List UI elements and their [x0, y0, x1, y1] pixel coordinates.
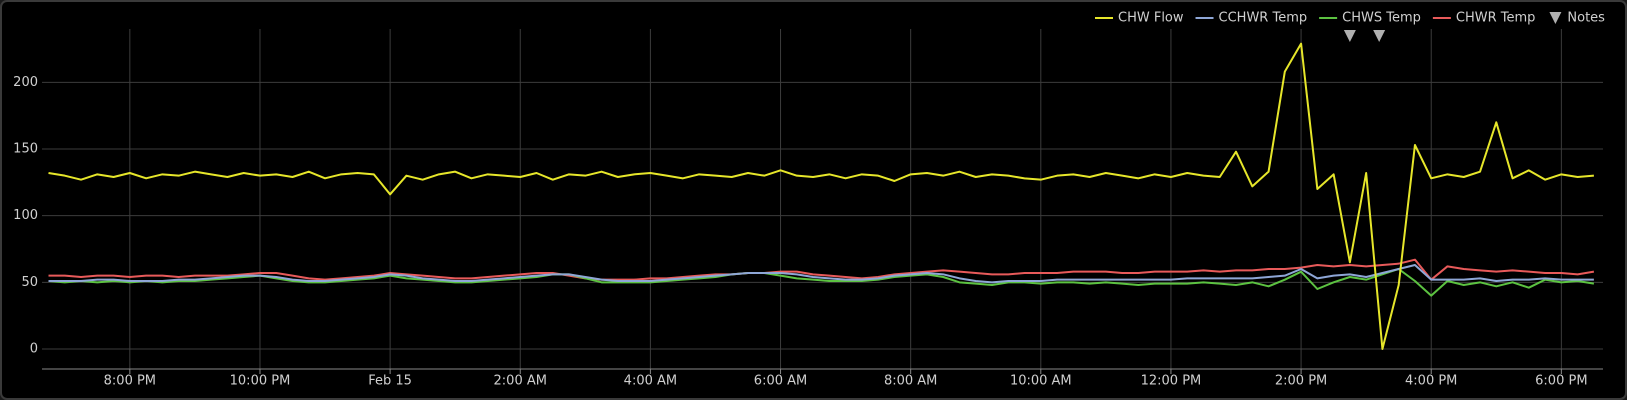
y-tick-label: 150 — [13, 142, 38, 157]
series-line — [48, 258, 1595, 281]
x-tick-label: 8:00 PM — [104, 374, 156, 389]
x-tick-label: Feb 15 — [368, 374, 412, 389]
x-tick-label: 8:00 AM — [884, 374, 937, 389]
x-tick-label: 10:00 AM — [1010, 374, 1072, 389]
x-tick-label: 6:00 AM — [754, 374, 807, 389]
legend-label: CHWR Temp — [1456, 11, 1536, 26]
legend-label: CHW Flow — [1118, 11, 1184, 26]
legend-swatch — [1549, 12, 1562, 24]
note-marker — [1343, 30, 1356, 42]
x-tick-label: 10:00 PM — [230, 374, 291, 389]
series-line — [48, 268, 1595, 297]
note-marker — [1373, 30, 1386, 42]
x-tick-label: 4:00 PM — [1405, 374, 1457, 389]
x-tick-label: 12:00 PM — [1141, 374, 1202, 389]
x-tick-label: 2:00 PM — [1275, 374, 1327, 389]
legend-label: CCHWR Temp — [1219, 11, 1308, 26]
series-line — [48, 42, 1594, 350]
y-tick-label: 50 — [21, 275, 38, 290]
legend-label: CHWS Temp — [1342, 11, 1421, 26]
y-tick-label: 100 — [13, 208, 38, 223]
x-tick-label: 4:00 AM — [624, 374, 677, 389]
y-tick-label: 0 — [30, 342, 38, 357]
legend-label: Notes — [1567, 11, 1605, 26]
x-tick-label: 2:00 AM — [494, 374, 547, 389]
y-tick-label: 200 — [13, 75, 38, 90]
x-tick-label: 6:00 PM — [1535, 374, 1587, 389]
series-line — [48, 264, 1594, 284]
